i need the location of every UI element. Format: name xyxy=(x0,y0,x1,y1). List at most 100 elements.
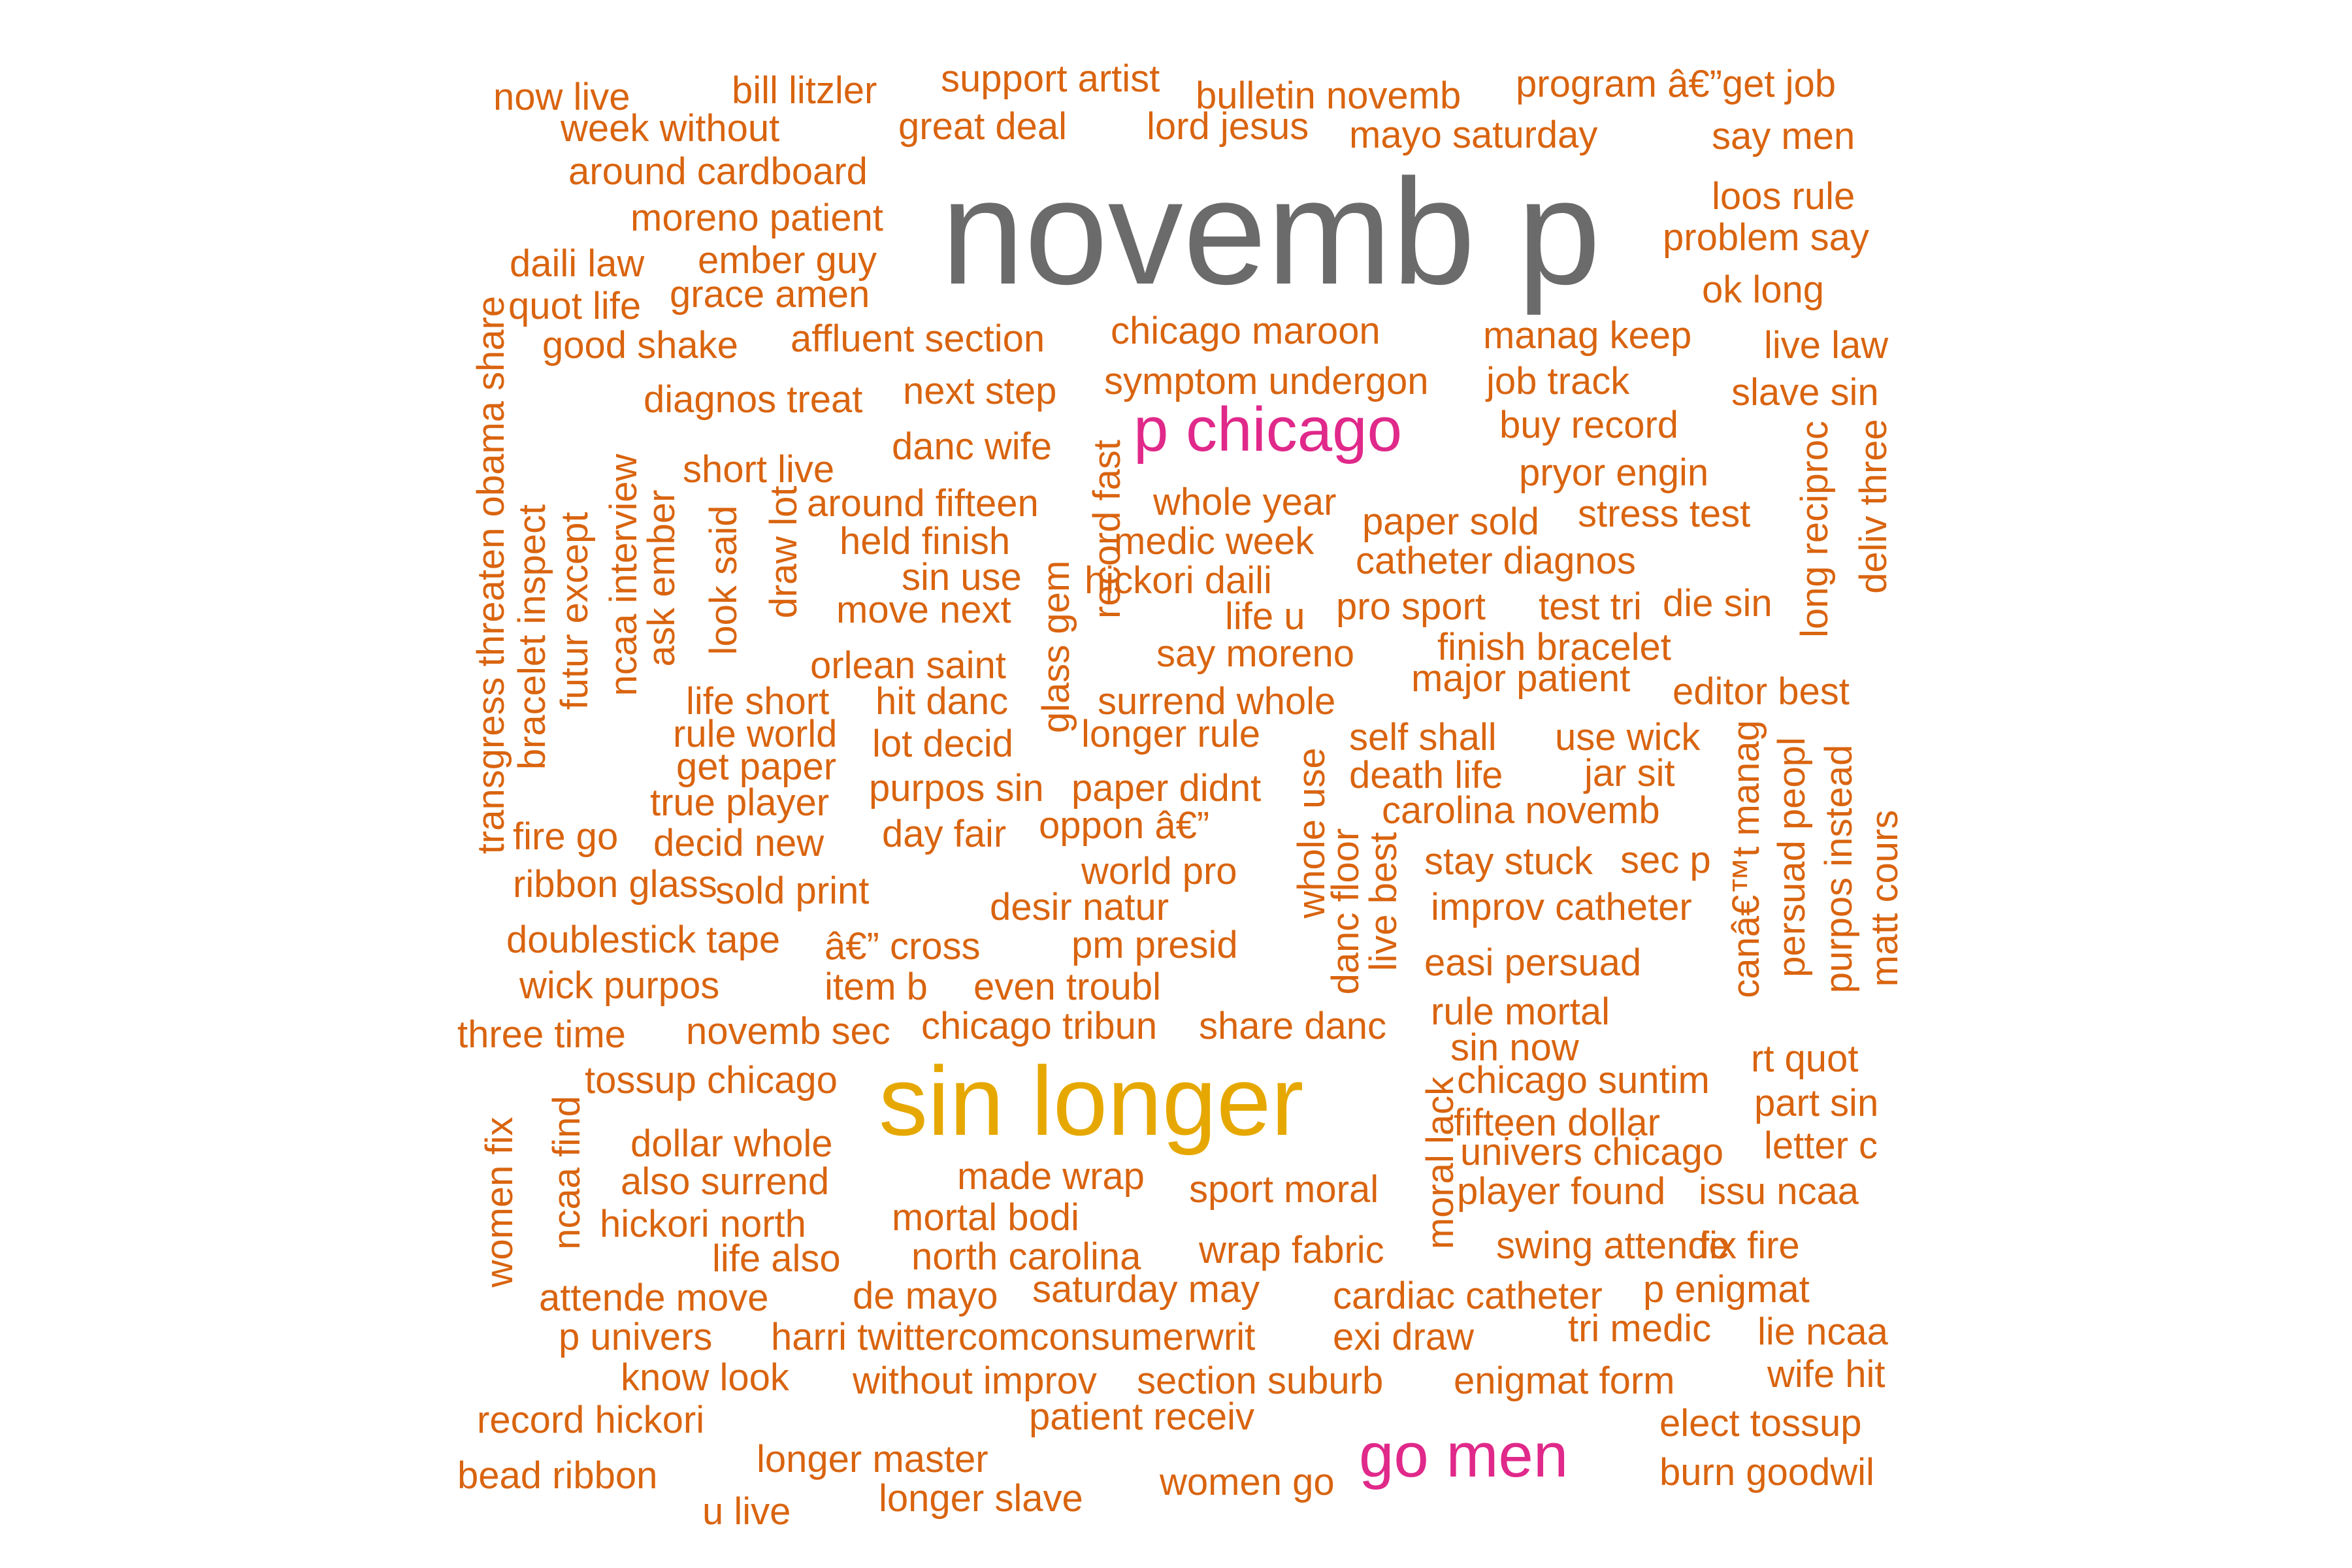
word-rt-quot: rt quot xyxy=(1751,1037,1859,1080)
word-affluent-section: affluent section xyxy=(791,318,1045,360)
word-sec-p: sec p xyxy=(1620,839,1711,881)
word-whole-year: whole year xyxy=(1153,481,1337,523)
word-loos-rule: loos rule xyxy=(1712,175,1855,218)
word-improv-catheter: improv catheter xyxy=(1431,886,1692,928)
word-doublestick-tape: doublestick tape xyxy=(506,919,781,961)
word-chicago-suntim: chicago suntim xyxy=(1457,1059,1710,1102)
word-stress-test: stress test xyxy=(1578,493,1751,535)
word-dollar-whole: dollar whole xyxy=(630,1122,833,1165)
word-novemb-p: novemb p xyxy=(941,148,1601,316)
word-lot-decid: lot decid xyxy=(872,723,1014,765)
word-major-patient: major patient xyxy=(1411,657,1631,700)
word-cross: â€” cross xyxy=(825,925,981,968)
word-tri-medic: tri medic xyxy=(1568,1307,1712,1350)
word-cardiac-catheter: cardiac catheter xyxy=(1333,1275,1603,1317)
word-around-fifteen: around fifteen xyxy=(807,482,1039,525)
word-say-men: say men xyxy=(1712,115,1855,157)
word-enigmat-form: enigmat form xyxy=(1454,1360,1675,1402)
word-wrap-fabric: wrap fabric xyxy=(1199,1229,1384,1271)
word-move-next: move next xyxy=(836,589,1011,631)
word-short-live: short live xyxy=(683,448,835,491)
word-u-live: u live xyxy=(702,1490,791,1533)
word-easi-persuad: easi persuad xyxy=(1424,941,1642,984)
word-north-carolina: north carolina xyxy=(911,1235,1141,1278)
word-symptom-undergon: symptom undergon xyxy=(1104,360,1429,402)
word-true-player: true player xyxy=(650,781,830,824)
word-great-deal: great deal xyxy=(898,105,1067,148)
word-moral-lack: moral lack xyxy=(1419,1076,1462,1250)
word-exi-draw: exi draw xyxy=(1333,1316,1474,1358)
word-swing-attende: swing attende xyxy=(1496,1224,1730,1267)
word-life-also: life also xyxy=(712,1237,841,1280)
word-get-paper: get paper xyxy=(676,745,837,788)
word-pro-sport: pro sport xyxy=(1336,585,1486,628)
word-hickori-north: hickori north xyxy=(600,1203,806,1245)
word-day-fair: day fair xyxy=(882,813,1007,855)
word-finish-bracelet: finish bracelet xyxy=(1437,626,1671,668)
word-p-enigmat: p enigmat xyxy=(1643,1268,1810,1311)
word-sin-longer: sin longer xyxy=(879,1046,1304,1156)
word-bulletin-novemb: bulletin novemb xyxy=(1196,74,1462,117)
word-futur-except: futur except xyxy=(553,512,596,710)
word-sport-moral: sport moral xyxy=(1189,1168,1379,1211)
word-longer-slave: longer slave xyxy=(879,1477,1083,1520)
word-section-suburb: section suburb xyxy=(1137,1360,1384,1402)
word-quot-life: quot life xyxy=(508,285,642,327)
word-say-moreno: say moreno xyxy=(1156,632,1355,675)
word-made-wrap: made wrap xyxy=(957,1155,1145,1198)
word-elect-tossup: elect tossup xyxy=(1659,1402,1862,1445)
word-manag-keep: manag keep xyxy=(1483,314,1692,357)
word-pm-presid: pm presid xyxy=(1071,924,1238,966)
word-rule-mortal: rule mortal xyxy=(1431,990,1610,1033)
word-sin-use: sin use xyxy=(902,556,1022,598)
word-lord-jesus: lord jesus xyxy=(1147,105,1309,148)
word-next-step: next step xyxy=(903,370,1057,412)
word-burn-goodwil: burn goodwil xyxy=(1659,1451,1874,1494)
word-three-time: three time xyxy=(457,1013,626,1056)
word-held-finish: held finish xyxy=(840,520,1011,563)
word-ncaa-find: ncaa find xyxy=(546,1096,588,1250)
word-record-fast: record fast xyxy=(1086,440,1128,619)
word-draw-lot: draw lot xyxy=(762,485,805,619)
word-letter-c: letter c xyxy=(1764,1124,1878,1167)
word-die-sin: die sin xyxy=(1663,582,1772,625)
word-share-danc: share danc xyxy=(1199,1005,1386,1047)
word-long-reciproc: long reciproc xyxy=(1793,420,1836,638)
word-univers-chicago: univers chicago xyxy=(1460,1131,1723,1173)
word-good-shake: good shake xyxy=(542,324,738,367)
word-test-tri: test tri xyxy=(1539,585,1642,628)
word-mortal-bodi: mortal bodi xyxy=(892,1196,1079,1239)
word-editor-best: editor best xyxy=(1673,670,1850,713)
word-medic-week: medic week xyxy=(1114,520,1315,563)
word-without-improv: without improv xyxy=(853,1360,1097,1402)
word-oppon: oppon â€” xyxy=(1039,804,1210,847)
word-transgress-threaten-obama-share: transgress threaten obama share xyxy=(470,295,512,855)
word-week-without: week without xyxy=(561,107,780,150)
word-sold-print: sold print xyxy=(715,870,870,912)
word-carolina-novemb: carolina novemb xyxy=(1382,789,1660,832)
word-record-hickori: record hickori xyxy=(477,1399,705,1441)
word-desir-natur: desir natur xyxy=(990,886,1169,928)
word-persuad-peopl: persuad peopl xyxy=(1771,737,1813,977)
word-moreno-patient: moreno patient xyxy=(630,197,883,239)
word-purpos-instead: purpos instead xyxy=(1818,744,1860,994)
word-longer-master: longer master xyxy=(757,1438,988,1480)
word-know-look: know look xyxy=(621,1356,789,1399)
word-fire-go: fire go xyxy=(513,815,619,858)
word-daili-law: daili law xyxy=(510,242,645,285)
word-deliv-three: deliv three xyxy=(1852,419,1895,594)
word-rule-world: rule world xyxy=(673,713,838,755)
word-longer-rule: longer rule xyxy=(1081,713,1261,755)
word-world-pro: world pro xyxy=(1081,850,1237,892)
word-ember-guy: ember guy xyxy=(698,239,877,282)
word-purpos-sin: purpos sin xyxy=(869,767,1044,809)
word-chicago-maroon: chicago maroon xyxy=(1111,310,1380,352)
word-player-found: player found xyxy=(1457,1170,1666,1213)
word-wife-hit: wife hit xyxy=(1767,1353,1886,1396)
word-wick-purpos: wick purpos xyxy=(519,964,720,1007)
word-life-u: life u xyxy=(1225,595,1305,638)
word-grace-amen: grace amen xyxy=(670,273,870,316)
word-problem-say: problem say xyxy=(1663,216,1869,259)
word-decid-new: decid new xyxy=(653,822,825,864)
word-around-cardboard: around cardboard xyxy=(568,150,868,193)
